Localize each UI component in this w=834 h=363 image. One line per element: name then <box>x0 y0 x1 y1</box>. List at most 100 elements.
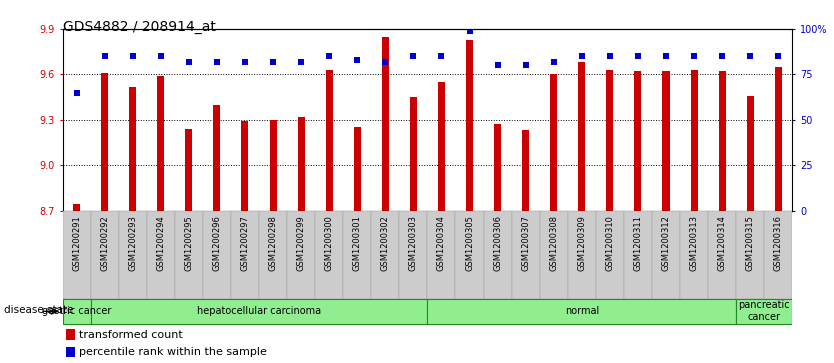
Point <box>323 53 336 59</box>
Bar <box>568 211 595 299</box>
Text: GSM1200291: GSM1200291 <box>72 215 81 271</box>
Point <box>379 59 392 65</box>
Text: GSM1200314: GSM1200314 <box>717 215 726 271</box>
Text: GSM1200293: GSM1200293 <box>128 215 138 271</box>
Point <box>126 53 139 59</box>
Text: GSM1200305: GSM1200305 <box>465 215 474 271</box>
Text: GSM1200303: GSM1200303 <box>409 215 418 271</box>
Bar <box>494 124 501 211</box>
Bar <box>91 211 118 299</box>
Point <box>435 53 448 59</box>
Bar <box>371 211 399 299</box>
Bar <box>269 120 277 211</box>
Text: hepatocellular carcinoma: hepatocellular carcinoma <box>197 306 321 316</box>
Bar <box>287 211 315 299</box>
Bar <box>708 211 736 299</box>
Text: GSM1200299: GSM1200299 <box>297 215 305 271</box>
Point <box>407 53 420 59</box>
Bar <box>259 211 287 299</box>
FancyBboxPatch shape <box>736 299 792 323</box>
Text: GDS4882 / 208914_at: GDS4882 / 208914_at <box>63 20 215 34</box>
Text: GSM1200308: GSM1200308 <box>550 215 558 271</box>
Point <box>519 62 532 68</box>
Bar <box>662 72 670 211</box>
Bar <box>409 97 417 211</box>
Text: GSM1200296: GSM1200296 <box>213 215 221 271</box>
Text: transformed count: transformed count <box>79 330 183 340</box>
Bar <box>73 204 80 211</box>
Text: disease state: disease state <box>4 305 73 315</box>
Point <box>70 90 83 95</box>
Bar <box>66 330 75 340</box>
Point <box>154 53 168 59</box>
Text: GSM1200307: GSM1200307 <box>521 215 530 271</box>
Bar <box>438 82 445 211</box>
Point <box>239 59 252 65</box>
Bar <box>635 72 641 211</box>
Bar <box>550 74 557 211</box>
Bar <box>158 76 164 211</box>
Bar <box>455 211 484 299</box>
Point <box>716 53 729 59</box>
Bar <box>540 211 568 299</box>
Point <box>294 59 308 65</box>
Point <box>98 53 111 59</box>
Bar <box>354 127 361 211</box>
Text: GSM1200302: GSM1200302 <box>381 215 389 271</box>
Bar <box>578 62 585 211</box>
Point <box>771 53 785 59</box>
Point <box>350 57 364 63</box>
Text: GSM1200306: GSM1200306 <box>493 215 502 271</box>
Text: GSM1200316: GSM1200316 <box>774 215 783 271</box>
Bar <box>680 211 708 299</box>
Text: GSM1200292: GSM1200292 <box>100 215 109 271</box>
FancyBboxPatch shape <box>63 299 91 323</box>
Bar <box>466 40 473 211</box>
Bar <box>595 211 624 299</box>
Bar <box>736 211 764 299</box>
Text: GSM1200310: GSM1200310 <box>605 215 615 271</box>
Text: GSM1200297: GSM1200297 <box>240 215 249 271</box>
Bar <box>129 86 136 211</box>
Bar <box>175 211 203 299</box>
Bar <box>484 211 511 299</box>
Bar <box>775 67 781 211</box>
FancyBboxPatch shape <box>428 299 736 323</box>
Point <box>547 59 560 65</box>
Bar <box>66 347 75 357</box>
Bar <box>344 211 371 299</box>
FancyBboxPatch shape <box>91 299 428 323</box>
Bar <box>185 129 193 211</box>
Text: GSM1200300: GSM1200300 <box>324 215 334 271</box>
Point <box>603 53 616 59</box>
Point <box>266 59 279 65</box>
Bar <box>652 211 680 299</box>
Text: GSM1200311: GSM1200311 <box>634 215 642 271</box>
Point <box>210 59 224 65</box>
Bar <box>326 70 333 211</box>
Text: GSM1200295: GSM1200295 <box>184 215 193 271</box>
Bar <box>382 37 389 211</box>
Point <box>660 53 673 59</box>
Text: percentile rank within the sample: percentile rank within the sample <box>79 347 267 357</box>
Text: GSM1200313: GSM1200313 <box>690 215 699 271</box>
Bar <box>147 211 175 299</box>
Bar <box>428 211 455 299</box>
Bar <box>624 211 652 299</box>
Bar <box>63 211 91 299</box>
Bar <box>746 95 754 211</box>
Point <box>575 53 589 59</box>
Text: GSM1200294: GSM1200294 <box>156 215 165 271</box>
Bar <box>511 211 540 299</box>
Bar <box>203 211 231 299</box>
Bar <box>719 72 726 211</box>
Point <box>491 62 505 68</box>
Bar <box>214 105 220 211</box>
Point <box>687 53 701 59</box>
Text: GSM1200304: GSM1200304 <box>437 215 446 271</box>
Bar <box>691 70 697 211</box>
Text: normal: normal <box>565 306 599 316</box>
Bar <box>101 73 108 211</box>
Bar <box>315 211 344 299</box>
Point <box>182 59 195 65</box>
